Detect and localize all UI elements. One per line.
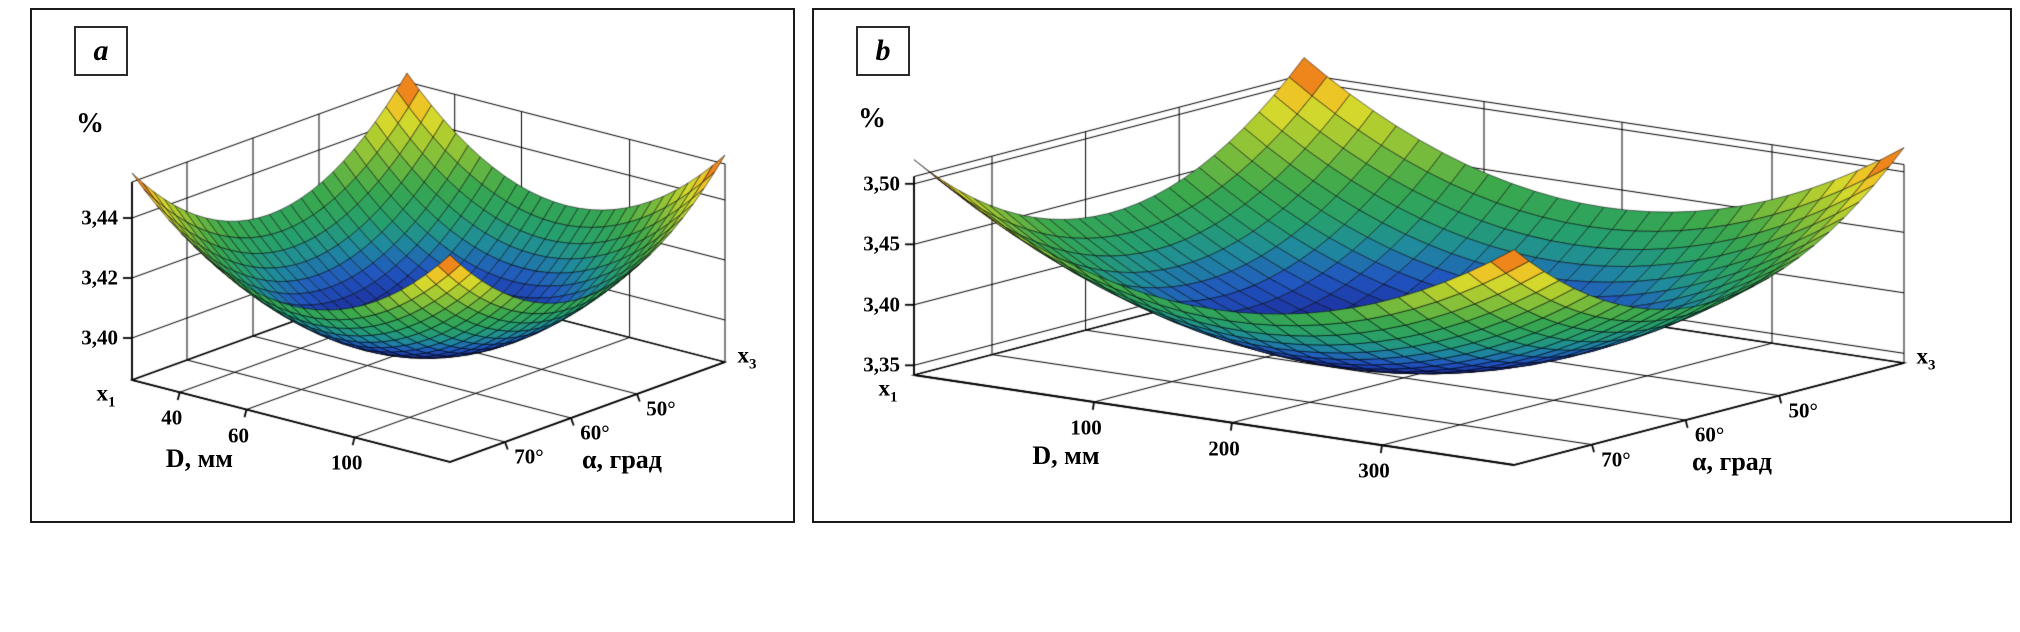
corner-label-x3-a: x3 [737,342,757,373]
surface-canvas-a [32,10,793,521]
x-tick-label: 300 [1358,458,1390,483]
z-tick-label: 3,50 [863,171,900,196]
x-tick-label: 60 [227,423,249,448]
z-tick-label: 3,40 [863,292,900,317]
x-tick-label: 40 [161,405,183,430]
z-tick-label: 3,44 [81,205,118,230]
x-tick-label: 200 [1208,436,1240,461]
y-tick-label: 60° [1694,422,1725,447]
x-tick-label: 100 [330,450,363,475]
z-tick-label: 3,42 [81,265,118,290]
surface-plot-panel-a: a % D, мм α, град x1 x3 3,44 3,42 3,40 40 60… [30,8,795,523]
z-axis-label-b: % [858,102,886,134]
z-tick-label: 3,40 [81,325,118,350]
x-tick-label: 100 [1070,415,1102,440]
x-axis-title-a: D, мм [165,443,233,473]
panel-letter-box-b: b [856,26,910,76]
y-tick-label: 70° [1601,447,1631,472]
y-tick-label: 70° [514,444,544,469]
z-tick-label: 3,45 [863,231,900,256]
panel-letter-b: b [875,34,891,67]
x-axis-title-b: D, мм [1032,441,1100,470]
surface-plot-panel-b: b % D, мм α, град x1 x3 3,50 3,45 3,40 3,35… [812,8,2012,523]
z-tick-label: 3,35 [863,352,900,377]
surface-canvas-b [814,10,2010,521]
y-axis-title-a: α, град [582,445,662,474]
corner-label-x1-a: x1 [96,380,116,411]
y-tick-label: 50° [646,396,676,421]
y-axis-title-b: α, град [1692,447,1772,477]
z-axis-label-a: % [76,108,104,139]
panel-letter-a: a [93,34,109,67]
y-tick-label: 60° [580,420,610,445]
corner-label-x1-b: x1 [878,375,898,406]
panel-letter-box-a: a [74,26,128,76]
y-tick-label: 50° [1788,398,1818,423]
corner-label-x3-b: x3 [1916,343,1936,374]
